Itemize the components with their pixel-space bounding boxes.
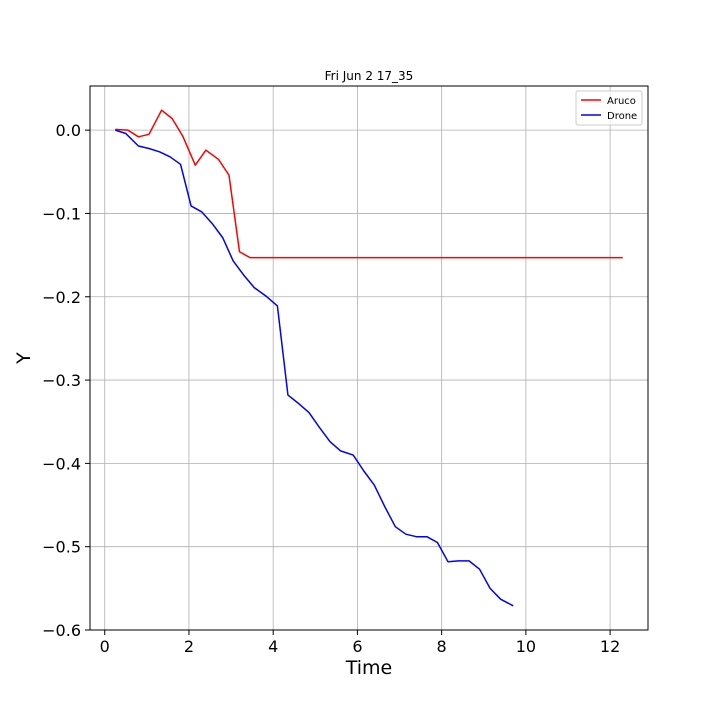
legend-label-drone: Drone (607, 111, 637, 122)
y-tick-label: 0.0 (56, 121, 81, 140)
y-tick-label: −0.4 (42, 454, 81, 473)
y-tick-label: −0.6 (42, 621, 81, 640)
y-tick-label: −0.2 (42, 288, 81, 307)
x-tick-label: 10 (516, 637, 536, 656)
y-tick-label: −0.1 (42, 204, 81, 223)
y-tick-label: −0.3 (42, 371, 81, 390)
x-axis-label: Time (345, 657, 393, 679)
x-tick-label: 8 (437, 637, 447, 656)
y-tick-label: −0.5 (42, 538, 81, 557)
ticks: 0 2 4 6 8 10 12 0.0 −0.1 −0.2 −0.3 −0.4 −0.5 −0.6 (42, 121, 620, 656)
series-line-aruco (115, 109, 623, 259)
legend-label-aruco: Aruco (607, 96, 636, 107)
y-axis-label: Y (13, 352, 35, 365)
series-line-drone (115, 129, 514, 607)
chart-title: Fri Jun 2 17_35 (325, 69, 414, 83)
x-tick-label: 12 (600, 637, 620, 656)
x-tick-label: 2 (184, 637, 194, 656)
x-tick-label: 0 (100, 637, 110, 656)
x-tick-label: 4 (268, 637, 278, 656)
plot-frame (89, 85, 649, 631)
series-lines (115, 109, 623, 607)
legend: Aruco Drone (575, 90, 643, 126)
x-tick-label: 6 (352, 637, 362, 656)
